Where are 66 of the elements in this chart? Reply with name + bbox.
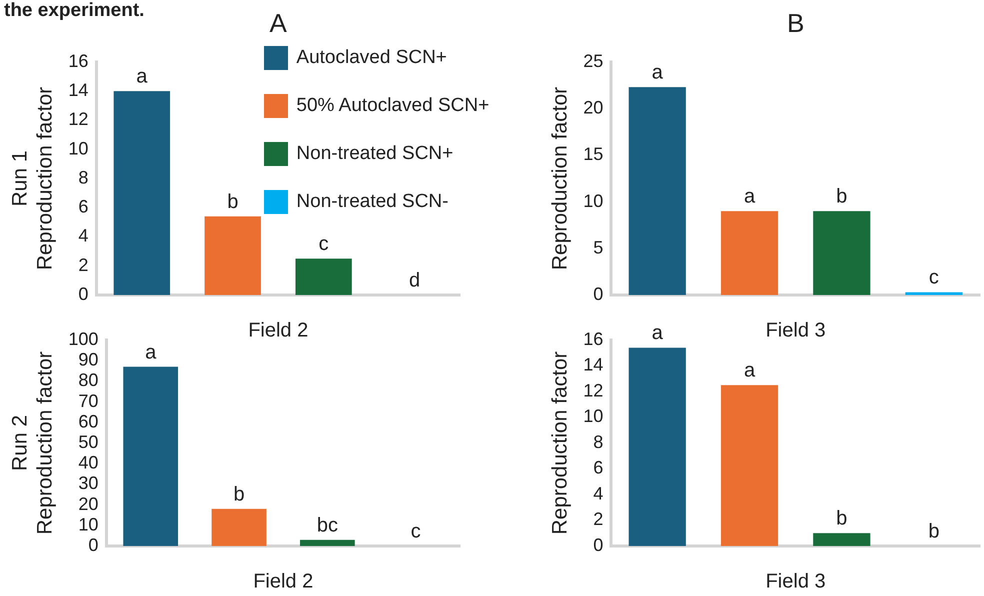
x-axis-title: Field 3 (766, 320, 826, 342)
y-tick-label: 12 (68, 109, 88, 130)
y-tick-label: 16 (583, 328, 604, 349)
y-tick-label: 14 (68, 80, 88, 100)
legend-label: Non-treated SCN- (296, 191, 448, 213)
x-axis-title: Field 2 (253, 570, 314, 593)
y-tick-label: 80 (78, 370, 98, 390)
y-tick-label: 10 (78, 514, 98, 534)
chart-title: A (270, 8, 288, 38)
y-tick-label: 100 (68, 328, 98, 349)
data-label: c (410, 520, 421, 543)
y-tick-label: 15 (583, 144, 604, 164)
y-tick-label: 0 (78, 284, 88, 304)
y-tick-label: 6 (78, 196, 88, 217)
y-tick-label: 4 (78, 226, 88, 246)
y-tick-label: 90 (78, 350, 98, 370)
y-tick-label: 70 (78, 390, 98, 411)
y-tick-label: 25 (583, 50, 604, 71)
y-axis-title: Run 1 Reproduction factor (8, 86, 57, 270)
y-tick-label: 50 (78, 432, 98, 452)
data-label: a (744, 186, 756, 208)
y-tick-label: 14 (583, 354, 604, 375)
y-tick-label: 40 (78, 452, 98, 473)
x-axis-title: Field 3 (766, 570, 826, 593)
y-tick-label: 8 (593, 432, 604, 452)
y-tick-label: 20 (78, 494, 98, 514)
y-tick-label: 60 (78, 411, 98, 432)
y-tick-label: 0 (593, 534, 604, 555)
data-label: a (652, 62, 664, 84)
y-tick-label: 10 (583, 190, 604, 211)
y-tick-label: 16 (68, 50, 88, 71)
data-label: d (408, 270, 420, 292)
data-label: a (145, 341, 158, 364)
y-tick-label: 10 (583, 406, 604, 426)
data-label: b (836, 508, 848, 530)
y-tick-label: 5 (593, 237, 604, 258)
y-tick-label: 0 (593, 284, 604, 304)
y-tick-label: 20 (583, 98, 604, 118)
y-tick-label: 2 (78, 254, 88, 275)
x-axis-title: Field 2 (248, 320, 308, 342)
text: the experiment. (4, 0, 144, 21)
y-axis-title: Reproduction factor (548, 351, 572, 535)
data-label: c (928, 266, 939, 289)
legend-label: 50% Autoclaved SCN+ (296, 95, 490, 117)
data-label: a (652, 322, 664, 344)
data-label: b (836, 186, 848, 208)
y-tick-label: 12 (583, 380, 604, 400)
y-tick-label: 6 (593, 458, 604, 478)
legend-label: Non-treated SCN+ (296, 143, 454, 165)
y-tick-label: 4 (593, 483, 604, 504)
data-label: c (318, 233, 329, 256)
y-tick-label: 0 (88, 534, 98, 555)
data-label: b (928, 520, 940, 543)
y-tick-label: 30 (78, 473, 98, 494)
y-axis-title: Run 2 Reproduction factor (8, 351, 57, 535)
y-tick-label: 10 (68, 138, 88, 158)
data-label: a (136, 66, 148, 88)
data-label: b (233, 483, 245, 506)
data-label: a (744, 360, 756, 382)
chart-title: B (786, 8, 804, 38)
y-tick-label: 8 (78, 167, 88, 188)
data-label: b (227, 190, 238, 213)
legend-label: Autoclaved SCN+ (296, 47, 447, 69)
y-axis-title: Reproduction factor (548, 86, 572, 270)
y-tick-label: 2 (593, 509, 604, 530)
data-label: bc (316, 514, 338, 536)
